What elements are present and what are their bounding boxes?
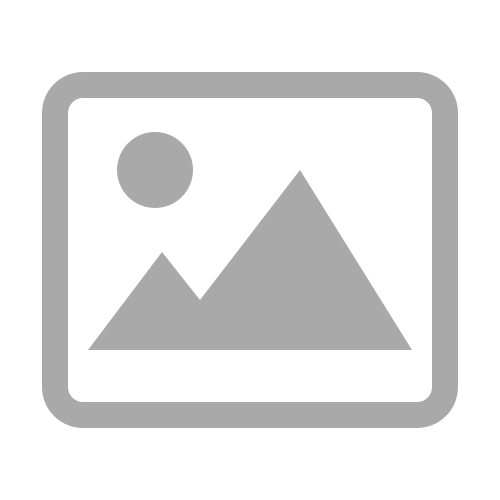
image-placeholder-icon [0,0,500,500]
placeholder-sun [117,132,193,208]
image-placeholder [0,0,500,500]
